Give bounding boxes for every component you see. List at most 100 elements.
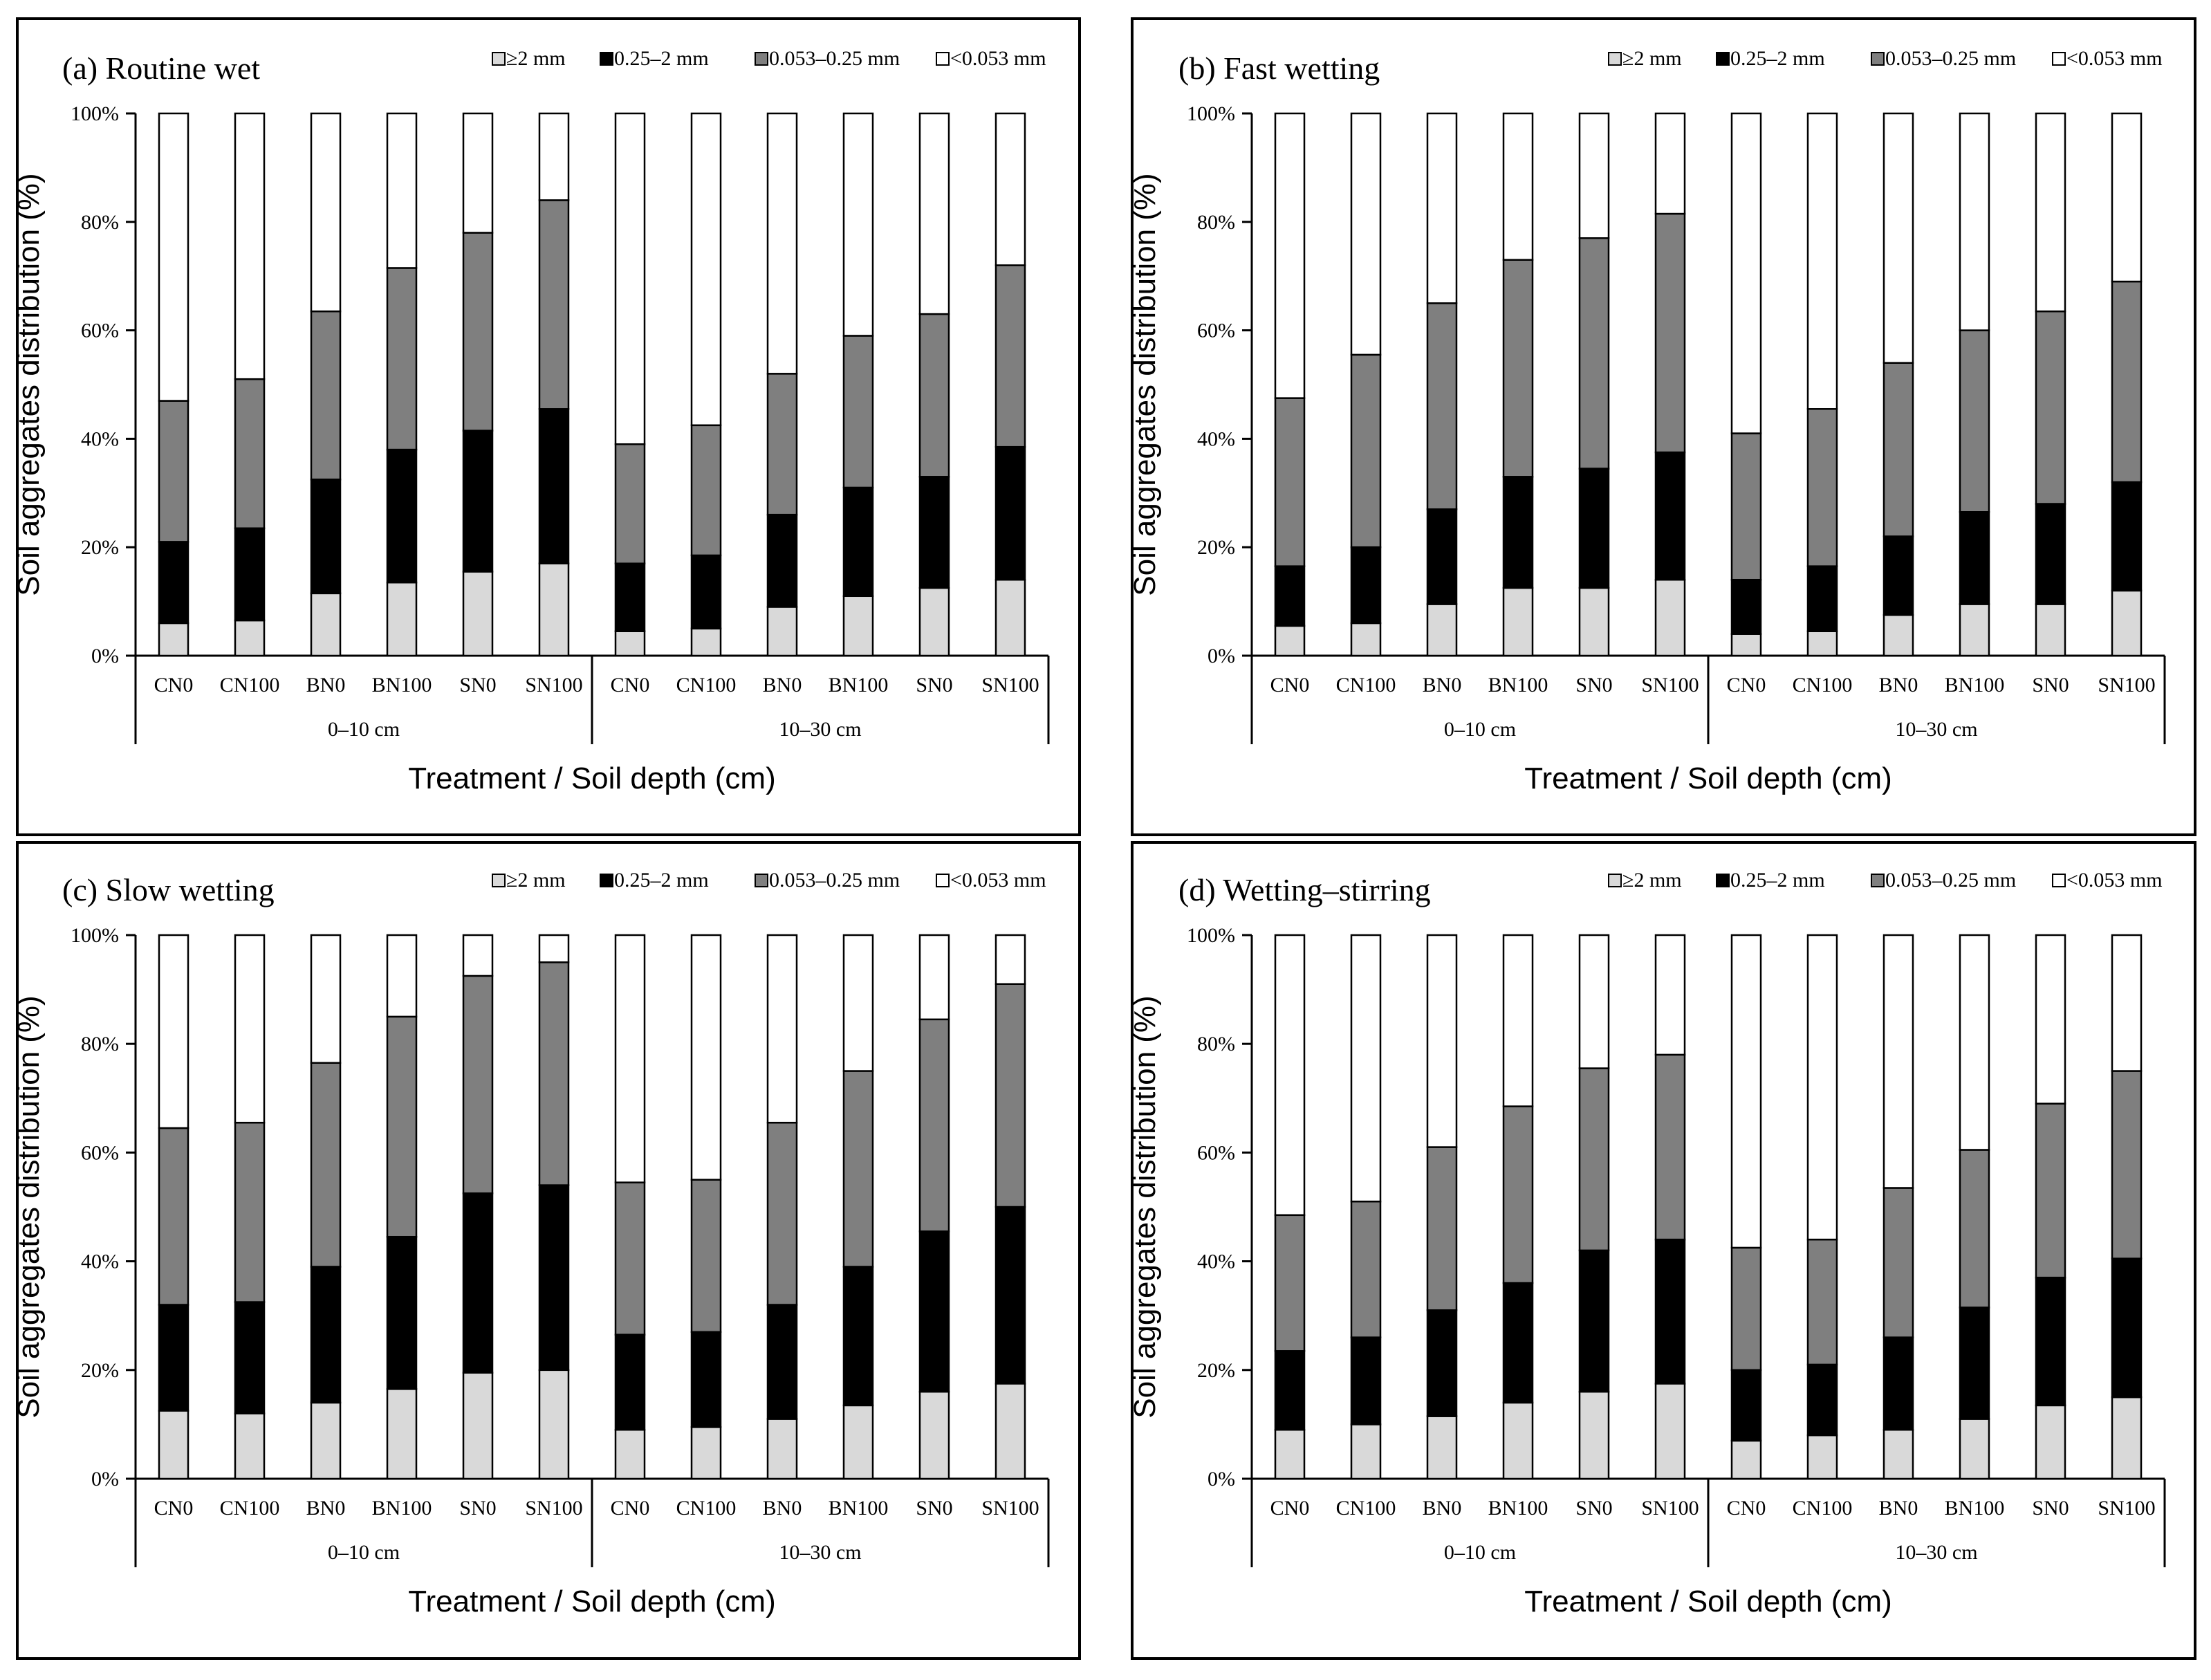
bar-segment-fine [1730,112,1762,434]
bar-segment-mid [538,408,570,564]
bar-segment-small [1959,329,1990,513]
y-tick-label: 20% [81,536,119,559]
bar-segment-ge2 [1730,633,1762,657]
legend-swatch-ge2 [1608,52,1622,66]
bar-segment-small [1350,1200,1382,1338]
bar-segment-ge2 [918,587,950,657]
bar-segment-small [614,1181,646,1336]
legend-label-ge2: ≥2 mm [1622,47,1682,70]
legend-label-mid: 0.25–2 mm [1730,47,1825,70]
bar-segment-fine [614,112,646,445]
x-tick-label: BN0 [1879,1497,1918,1520]
legend-label-ge2: ≥2 mm [1622,869,1682,892]
legend-swatch-ge2 [492,874,506,887]
x-tick-label: BN0 [1879,674,1918,696]
bar-segment-fine [1882,112,1914,364]
x-tick-label: CN100 [676,674,737,696]
y-tick-label: 20% [1197,536,1235,559]
legend-label-ge2: ≥2 mm [506,869,566,892]
y-tick-label: 100% [71,102,119,125]
bar-segment-fine [538,112,570,201]
bar-segment-mid [234,1301,266,1414]
x-tick-label: CN0 [611,674,650,696]
bar-segment-ge2 [690,627,722,657]
x-tick-label: SN0 [916,674,952,696]
bar-segment-small [2035,310,2066,505]
y-axis-title: Soil aggregates distribution (%) [1128,173,1162,596]
bar-segment-fine [310,112,342,313]
bar-segment-fine [462,934,494,977]
bar-segment-small [995,264,1026,448]
x-tick-label: BN0 [306,1497,346,1520]
y-tick-label: 40% [1197,427,1235,450]
x-tick-label: CN0 [1270,674,1310,696]
bar-segment-ge2 [766,606,798,657]
depth-group-label: 0–10 cm [328,718,400,741]
depth-group-label: 0–10 cm [1444,1541,1516,1564]
bar-segment-fine [1959,934,1990,1151]
bar-segment-small [538,961,570,1186]
bar-segment-small [462,232,494,432]
bar-segment-ge2 [1882,613,1914,657]
x-tick-label: BN100 [1945,1497,2005,1520]
bar-segment-ge2 [995,1383,1026,1480]
legend-swatch-small [755,52,768,66]
y-tick-label: 80% [1197,211,1235,234]
x-tick-label: CN100 [1336,1497,1396,1520]
y-tick-label: 0% [91,645,119,667]
y-tick-label: 60% [81,320,119,342]
y-tick-label: 80% [1197,1033,1235,1055]
legend-swatch-fine [2052,52,2066,66]
x-tick-label: CN100 [1793,674,1853,696]
bar-segment-fine [842,934,874,1072]
bar-segment-fine [310,934,342,1064]
x-axis-title: Treatment / Soil depth (cm) [1524,1585,1891,1618]
bar-segment-mid [995,445,1026,581]
bar-segment-fine [234,112,266,380]
bar-segment-small [234,1121,266,1303]
x-axis-title: Treatment / Soil depth (cm) [408,761,775,795]
bar-segment-fine [2035,112,2066,313]
bar-segment-fine [234,934,266,1124]
legend-label-ge2: ≥2 mm [506,47,566,70]
legend-label-small: 0.053–0.25 mm [1885,47,2016,70]
bar-segment-mid [1882,1336,1914,1431]
x-tick-label: BN0 [1423,674,1462,696]
bar-segment-ge2 [995,578,1026,657]
x-tick-label: CN100 [676,1497,737,1520]
x-tick-label: CN100 [1793,1497,1853,1520]
bar-segment-small [690,424,722,557]
x-tick-label: CN0 [154,674,194,696]
panel-frame [1131,17,2196,836]
bar-segment-ge2 [1654,1383,1686,1480]
y-tick-label: 20% [81,1359,119,1382]
panel-frame [16,841,1081,1660]
y-tick-label: 80% [81,1033,119,1055]
bar-segment-small [310,1062,342,1268]
x-tick-label: SN0 [2032,674,2069,696]
bar-segment-fine [842,112,874,337]
bar-segment-small [1502,259,1534,478]
bar-segment-small [1882,362,1914,537]
bar-segment-mid [842,486,874,598]
bar-segment-mid [1350,546,1382,625]
y-tick-label: 0% [1208,1468,1235,1490]
chart-title: (a) Routine wet [62,50,260,86]
bar-segment-mid [918,476,950,589]
bar-segment-ge2 [1654,578,1686,657]
bar-segment-mid [158,1304,189,1412]
bar-segment-ge2 [1426,1415,1458,1480]
x-tick-label: BN100 [372,674,432,696]
bar-segment-mid [1578,468,1610,589]
bar-segment-ge2 [158,622,189,657]
bar-segment-ge2 [1350,1423,1382,1480]
bar-segment-fine [1578,112,1610,239]
bar-segment-ge2 [614,630,646,657]
legend-swatch-ge2 [1608,874,1622,887]
legend-swatch-mid [1716,874,1730,887]
x-axis-title: Treatment / Soil depth (cm) [1524,761,1891,795]
bar-segment-ge2 [1350,622,1382,657]
bar-segment-ge2 [2035,603,2066,657]
chart-panel-1: (a) Routine wet ≥2 mm 0.25–2 mm 0.053–0.25 … [12,17,1081,836]
bar-segment-small [690,1179,722,1333]
